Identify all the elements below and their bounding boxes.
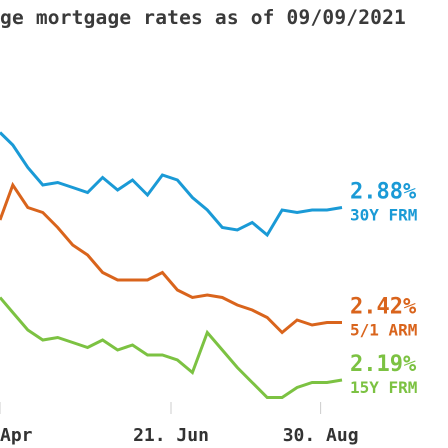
series-lines <box>0 131 343 399</box>
rate-label-frm15: 2.19% <box>350 352 417 377</box>
x-tick-label: 2. Apr <box>0 425 33 446</box>
series-line-arm51 <box>0 181 342 335</box>
series-name-arm51: 5/1 ARM <box>350 321 417 340</box>
series-line-frm30 <box>0 131 343 238</box>
x-axis: 2. Apr 21. Jun 30. Aug <box>0 402 359 446</box>
series-name-frm30: 30Y FRM <box>350 206 417 225</box>
rate-label-arm51: 2.42% <box>350 295 417 320</box>
series-labels: 2.88%30Y FRM 2.42%5/1 ARM 2.19%15Y FRM <box>350 180 417 398</box>
x-tick-label: 30. Aug <box>283 425 359 446</box>
chart-title: ge mortgage rates as of 09/09/2021 <box>0 6 406 29</box>
rate-label-frm30: 2.88% <box>350 180 417 205</box>
series-name-frm15: 15Y FRM <box>350 378 417 397</box>
x-tick-label: 21. Jun <box>133 425 209 446</box>
series-line-frm15 <box>0 296 343 399</box>
